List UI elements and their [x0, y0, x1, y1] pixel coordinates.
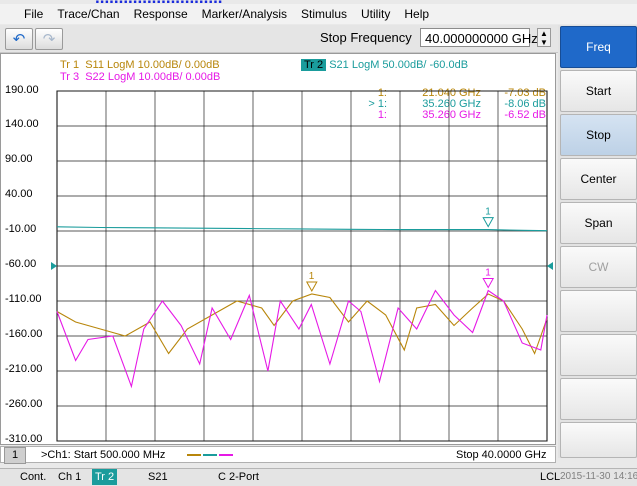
plot-canvas: 1 1 1 [51, 90, 553, 442]
legend-line-s21 [203, 454, 217, 456]
marker-s11-num: 1: [377, 87, 387, 99]
y-tick-label: -260.00 [5, 398, 43, 410]
y-tick-label: -310.00 [5, 433, 43, 445]
menu-utility[interactable]: Utility [361, 7, 391, 21]
trace-3-settings: S22 LogM 10.00dB/ 0.00dB [85, 71, 221, 83]
redo-button[interactable]: ↷ [35, 28, 63, 50]
trace-s21-line [56, 226, 548, 232]
marker-s21-num: > 1: [368, 98, 387, 110]
y-tick-label: 90.00 [5, 153, 33, 165]
reference-arrow-right-icon [547, 262, 553, 270]
trace-2-header[interactable]: Tr 2 S21 LogM 50.00dB/ -60.0dB [301, 59, 468, 71]
trace-2-tag: Tr 2 [301, 59, 327, 71]
marker-s21-value: -8.06 dB [504, 98, 546, 110]
y-tick-label: 140.00 [5, 118, 39, 130]
channel-number-badge[interactable]: 1 [4, 447, 26, 464]
y-tick-label: -210.00 [5, 363, 43, 375]
marker-triangle-s21-icon [482, 217, 495, 228]
trace-s11-line [56, 293, 548, 355]
status-mode[interactable]: Cont. [20, 471, 47, 483]
channel-bar: 1 >Ch1: Start 500.000 MHz Stop 40.0000 G… [0, 446, 556, 464]
marker-label-s11: 1 [309, 271, 315, 282]
marker-label-s21: 1 [485, 207, 491, 218]
status-datetime: 2015-11-30 14:16 [560, 471, 637, 482]
status-calibration[interactable]: C 2-Port [218, 471, 259, 483]
marker-triangle-s22-icon [482, 278, 495, 289]
softkey-panel: Freq Start Stop Center Span CW [558, 25, 637, 458]
menu-marker-analysis[interactable]: Marker/Analysis [201, 7, 287, 21]
marker-s11-value: -7.03 dB [504, 87, 546, 99]
softkey-stop[interactable]: Stop [560, 114, 637, 156]
marker-s22-num: 1: [377, 109, 387, 121]
spin-buttons[interactable]: ▲ ▼ [537, 28, 551, 47]
redo-arrow-icon: ↷ [42, 31, 56, 48]
status-parameter: S21 [148, 471, 168, 483]
softkey-center[interactable]: Center [560, 158, 637, 200]
legend-line-s22 [219, 454, 233, 456]
trace-s22-line [56, 289, 548, 389]
entry-toolbar: ↶ ↷ Stop Frequency 40.000000000 GHz ▲ ▼ [0, 25, 558, 53]
trace-1-tag: Tr 1 [60, 59, 80, 71]
window-title: ........................... [95, 0, 223, 5]
softkey-blank-1[interactable] [560, 290, 637, 332]
marker-s11-freq: 21.040 GHz [422, 87, 481, 99]
softkey-start[interactable]: Start [560, 70, 637, 112]
marker-label-s22: 1 [485, 268, 491, 279]
softkey-blank-2[interactable] [560, 334, 637, 376]
marker-s22-freq: 35.260 GHz [422, 109, 481, 121]
start-frequency-text: >Ch1: Start 500.000 MHz [41, 449, 166, 461]
status-remote: LCL [540, 471, 561, 483]
y-tick-label: -110.00 [5, 293, 42, 305]
y-tick-label: 40.00 [5, 188, 33, 200]
legend-line-s11 [187, 454, 201, 456]
y-tick-label: -60.00 [5, 258, 37, 270]
y-tick-label: -10.00 [5, 223, 37, 235]
menu-help[interactable]: Help [404, 7, 430, 21]
stop-frequency-text: Stop 40.0000 GHz [456, 449, 547, 461]
status-trace[interactable]: Tr 2 [92, 469, 118, 485]
trace-2-settings: S21 LogM 50.00dB/ -60.0dB [329, 59, 469, 71]
entry-label: Stop Frequency [320, 30, 412, 45]
menu-file[interactable]: File [24, 7, 44, 21]
reference-arrow-left-icon [51, 262, 57, 270]
softkey-blank-3[interactable] [560, 378, 637, 420]
trace-1-header[interactable]: Tr 1 S11 LogM 10.00dB/ 0.00dB [57, 59, 220, 71]
trace-1-settings: S11 LogM 10.00dB/ 0.00dB [85, 59, 220, 71]
softkey-freq[interactable]: Freq [560, 26, 637, 68]
softkey-cw[interactable]: CW [560, 246, 637, 288]
undo-arrow-icon: ↶ [12, 31, 26, 48]
softkey-blank-4[interactable] [560, 422, 637, 458]
trace-3-tag: Tr 3 [60, 71, 80, 83]
stop-frequency-input[interactable]: 40.000000000 GHz [420, 28, 538, 47]
menu-trace-chan[interactable]: Trace/Chan [57, 7, 120, 21]
menu-stimulus[interactable]: Stimulus [301, 7, 348, 21]
status-bar: Cont. Ch 1 Tr 2 S21 C 2-Port LCL 2015-11… [0, 468, 637, 486]
measurement-plot[interactable]: Tr 1 S11 LogM 10.00dB/ 0.00dB Tr 3 S22 L… [0, 53, 556, 445]
menu-bar: File Trace/Chan Response Marker/Analysis… [0, 4, 637, 24]
menu-response[interactable]: Response [133, 7, 188, 21]
y-tick-label: -160.00 [5, 328, 43, 340]
marker-triangle-s11-icon [305, 281, 318, 293]
undo-button[interactable]: ↶ [5, 28, 33, 50]
softkey-span[interactable]: Span [560, 202, 637, 244]
y-tick-label: 190.00 [5, 84, 39, 96]
marker-s21-freq: 35.260 GHz [422, 98, 481, 110]
status-channel[interactable]: Ch 1 [58, 471, 82, 483]
spin-up-icon[interactable]: ▲ [540, 29, 548, 38]
trace-3-header[interactable]: Tr 3 S22 LogM 10.00dB/ 0.00dB [57, 71, 220, 83]
marker-s22-value: -6.52 dB [504, 109, 546, 121]
spin-down-icon[interactable]: ▼ [540, 38, 548, 47]
